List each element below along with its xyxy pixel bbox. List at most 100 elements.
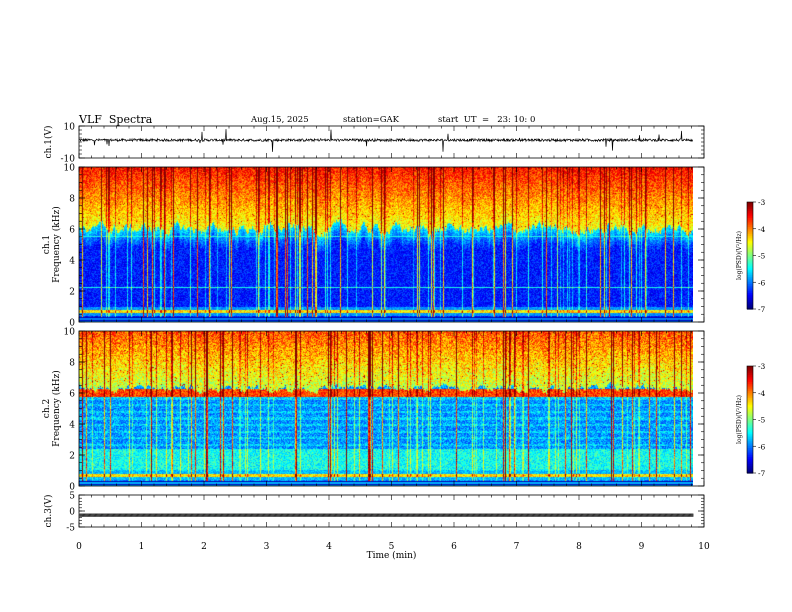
colorbar-swatch — [747, 428, 753, 431]
x-tick-label: 9 — [639, 542, 645, 552]
ch2-spectrogram-ylabel: ch.2Frequency (kHz) — [42, 370, 62, 447]
colorbar-swatch — [747, 431, 753, 435]
colorbar-swatch — [747, 298, 753, 301]
colorbar-swatch — [747, 237, 753, 241]
colorbar-swatch — [747, 294, 753, 298]
x-tick-label: 6 — [451, 542, 457, 552]
y-tick-label: 4 — [69, 421, 75, 431]
colorbar-swatch — [747, 398, 753, 401]
colorbar-swatch — [747, 449, 753, 453]
colorbar-swatch — [747, 257, 753, 260]
y-tick-label: 4 — [69, 257, 75, 267]
colorbar-swatch — [747, 235, 753, 239]
colorbar-swatch — [747, 230, 753, 233]
chart-title: VLF Spectra — [79, 113, 153, 126]
colorbar-swatch — [747, 241, 753, 244]
colorbar-swatch — [747, 303, 753, 307]
colorbar-swatch — [747, 451, 753, 454]
colorbar-swatch — [747, 221, 753, 224]
colorbar-swatch — [747, 455, 753, 458]
y-tick-label: 6 — [69, 390, 75, 400]
ch2-colorbar — [746, 365, 756, 474]
colorbar-swatch — [747, 467, 753, 471]
colorbar-swatch — [747, 255, 753, 258]
ch3-waveform-ylabel: ch.3(V) — [43, 495, 54, 528]
colorbar-swatch — [747, 376, 753, 380]
colorbar-swatch — [747, 399, 753, 403]
y-tick-label: 0 — [69, 483, 75, 493]
colorbar-swatch — [747, 291, 753, 294]
colorbar-tick-label: -3 — [758, 198, 766, 207]
ch1-colorbar — [746, 201, 756, 310]
colorbar-swatch — [747, 218, 753, 221]
colorbar-swatch — [747, 300, 753, 303]
colorbar-swatch — [747, 387, 753, 390]
colorbar-tick-label: -6 — [758, 278, 766, 287]
colorbar-swatch — [747, 435, 753, 438]
ch3-waveform-texture — [78, 513, 694, 518]
colorbar-swatch — [747, 401, 753, 405]
colorbar-swatch — [747, 239, 753, 242]
colorbar-swatch — [747, 212, 753, 216]
colorbar-swatch — [747, 440, 753, 444]
y-tick-label: 10 — [64, 164, 76, 174]
colorbar-swatch — [747, 253, 753, 257]
colorbar-swatch — [747, 260, 753, 264]
colorbar-swatch — [747, 403, 753, 406]
colorbar-swatch — [747, 205, 753, 208]
colorbar-swatch — [747, 244, 753, 248]
x-tick-label: 8 — [576, 542, 582, 552]
ch3-waveform-trace — [79, 513, 694, 517]
colorbar-swatch — [747, 456, 753, 460]
colorbar-swatch — [747, 275, 753, 278]
colorbar-label: log(PSD)(V²/Hz) — [736, 395, 743, 444]
colorbar-swatch — [747, 216, 753, 219]
colorbar-swatch — [747, 271, 753, 274]
colorbar-swatch — [747, 419, 753, 422]
colorbar-swatch — [747, 414, 753, 417]
colorbar-swatch — [747, 392, 753, 396]
colorbar-swatch — [747, 289, 753, 292]
x-tick-label: 10 — [698, 542, 710, 552]
y-tick-label: 2 — [69, 452, 75, 462]
colorbar-swatch — [747, 366, 753, 369]
ch1-spectrogram-image — [79, 167, 693, 322]
colorbar-swatch — [747, 280, 753, 283]
colorbar-swatch — [747, 396, 753, 399]
colorbar-swatch — [747, 250, 753, 253]
colorbar-swatch — [747, 296, 753, 299]
colorbar-swatch — [747, 371, 753, 374]
colorbar-swatch — [747, 374, 753, 378]
colorbar-swatch — [747, 267, 753, 271]
colorbar-swatch — [747, 232, 753, 235]
colorbar-swatch — [747, 421, 753, 424]
colorbar-swatch — [747, 223, 753, 226]
ch1-waveform-ylabel-line: ch.1(V) — [43, 126, 54, 159]
station-label: station=GAK — [343, 115, 399, 125]
ch1-waveform-ylabel: ch.1(V) — [43, 126, 54, 159]
colorbar-swatch — [747, 464, 753, 467]
colorbar-swatch — [747, 448, 753, 451]
y-tick-label: 2 — [69, 288, 75, 298]
y-tick-label: -10 — [61, 155, 76, 165]
colorbar-tick-label: -3 — [758, 362, 766, 371]
colorbar-swatch — [747, 246, 753, 249]
colorbar-swatch — [747, 390, 753, 394]
x-tick-label: 7 — [514, 542, 520, 552]
colorbar-swatch — [747, 462, 753, 465]
start-time-label: start UT = 23: 10: 0 — [438, 115, 536, 125]
colorbar-swatch — [747, 394, 753, 397]
ch1-spectrogram-ylabel: ch.1Frequency (kHz) — [42, 206, 62, 283]
colorbar-swatch — [747, 248, 753, 251]
colorbar-swatch — [747, 465, 753, 469]
colorbar-swatch — [747, 460, 753, 463]
colorbar-swatch — [747, 203, 753, 207]
colorbar-swatch — [747, 266, 753, 269]
colorbar-swatch — [747, 214, 753, 217]
colorbar-swatch — [747, 276, 753, 280]
colorbar-swatch — [747, 383, 753, 387]
ch2-spectrogram-image — [79, 331, 693, 486]
colorbar-swatch — [747, 259, 753, 262]
y-tick-label: 8 — [69, 359, 75, 369]
